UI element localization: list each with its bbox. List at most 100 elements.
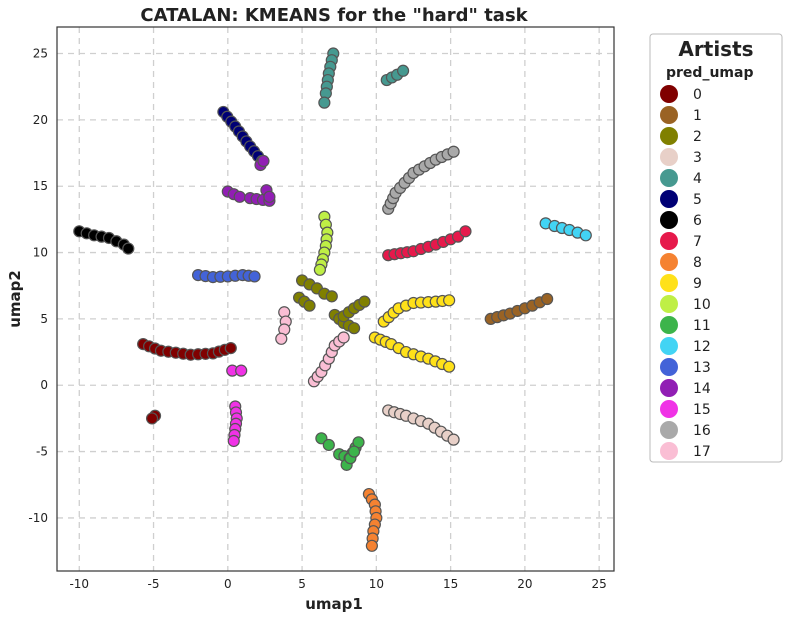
data-point [459, 225, 472, 238]
series-2 [293, 274, 371, 335]
legend-marker-13 [660, 358, 678, 376]
data-point [347, 322, 361, 335]
data-point [318, 96, 331, 109]
y-tick-label: -10 [28, 511, 48, 525]
legend: Artists pred_umap 0123456789101112131415… [649, 33, 783, 463]
series-14 [221, 154, 276, 207]
legend-marker-14 [660, 379, 678, 397]
data-point [248, 270, 261, 283]
legend-title: Artists [678, 37, 753, 61]
data-point [447, 433, 460, 446]
legend-label-4: 4 [693, 171, 702, 187]
data-point [447, 145, 460, 158]
legend-marker-6 [660, 211, 678, 229]
data-point [337, 331, 350, 344]
legend-label-8: 8 [693, 255, 702, 271]
y-tick-label: 25 [33, 47, 48, 61]
data-point [579, 229, 592, 242]
x-tick-label: 10 [369, 577, 384, 591]
legend-marker-9 [660, 274, 678, 292]
legend-marker-8 [660, 253, 678, 271]
y-tick-label: 15 [33, 179, 48, 193]
data-point [347, 445, 361, 458]
legend-label-13: 13 [693, 360, 711, 376]
data-point [233, 190, 246, 203]
legend-marker-5 [660, 190, 678, 208]
data-point [541, 292, 554, 306]
series-15 [226, 364, 248, 448]
legend-label-12: 12 [693, 339, 711, 355]
legend-marker-2 [660, 127, 678, 145]
data-point [227, 434, 240, 448]
chart-title: CATALAN: KMEANS for the "hard" task [140, 5, 528, 26]
x-tick-label: 0 [224, 577, 232, 591]
legend-subtitle: pred_umap [666, 65, 753, 81]
series-0 [137, 338, 237, 425]
data-point [275, 332, 288, 345]
series-13 [192, 269, 261, 284]
series-11 [315, 432, 365, 471]
legend-label-9: 9 [693, 276, 702, 292]
data-point [263, 190, 276, 203]
legend-label-17: 17 [693, 444, 711, 460]
x-axis-ticks: -10 -5 0 5 10 15 20 25 [69, 577, 606, 591]
y-tick-label: 0 [40, 378, 48, 392]
legend-marker-7 [660, 232, 678, 250]
series-17 [275, 306, 350, 388]
legend-marker-4 [660, 169, 678, 187]
legend-marker-1 [660, 106, 678, 124]
x-tick-label: 5 [298, 577, 306, 591]
legend-label-0: 0 [693, 87, 702, 103]
y-tick-label: 20 [33, 113, 48, 127]
x-tick-label: 15 [443, 577, 458, 591]
legend-marker-0 [660, 85, 678, 103]
series-16 [382, 145, 460, 215]
x-tick-label: 20 [517, 577, 532, 591]
data-point [322, 438, 335, 452]
legend-label-2: 2 [693, 129, 702, 145]
legend-label-14: 14 [693, 381, 711, 397]
data-point [443, 360, 456, 373]
legend-label-5: 5 [693, 192, 702, 208]
series-8 [362, 487, 383, 552]
legend-marker-10 [660, 295, 678, 313]
y-tick-label: 10 [33, 246, 48, 260]
legend-marker-17 [660, 442, 678, 460]
legend-marker-11 [660, 316, 678, 334]
legend-marker-12 [660, 337, 678, 355]
x-tick-label: 25 [592, 577, 607, 591]
data-point [396, 64, 410, 77]
legend-box [649, 33, 783, 463]
legend-marker-15 [660, 400, 678, 418]
data-point [443, 294, 456, 307]
y-axis-label: umap2 [6, 270, 24, 328]
legend-label-15: 15 [693, 402, 711, 418]
y-tick-label: 5 [40, 312, 48, 326]
legend-label-6: 6 [693, 213, 702, 229]
series-12 [539, 217, 592, 242]
data-point [313, 263, 327, 276]
data-point [325, 290, 338, 303]
points-layer [73, 47, 592, 552]
series-6 [73, 225, 135, 255]
legend-label-3: 3 [693, 150, 702, 166]
data-point [365, 539, 378, 552]
legend-label-1: 1 [693, 108, 702, 124]
data-point [257, 154, 270, 168]
data-point [235, 364, 248, 377]
data-point [224, 341, 237, 355]
series-1 [484, 292, 554, 326]
data-point [122, 242, 135, 255]
x-tick-label: -10 [69, 577, 89, 591]
data-point [145, 412, 159, 425]
y-axis-ticks: -10 -5 0 5 10 15 20 25 [28, 47, 48, 525]
data-point [303, 299, 316, 312]
legend-label-11: 11 [693, 318, 711, 334]
x-axis-label: umap1 [305, 595, 363, 613]
data-point [358, 295, 371, 308]
legend-label-16: 16 [693, 423, 711, 439]
y-tick-label: -5 [36, 445, 48, 459]
legend-label-10: 10 [693, 297, 711, 313]
